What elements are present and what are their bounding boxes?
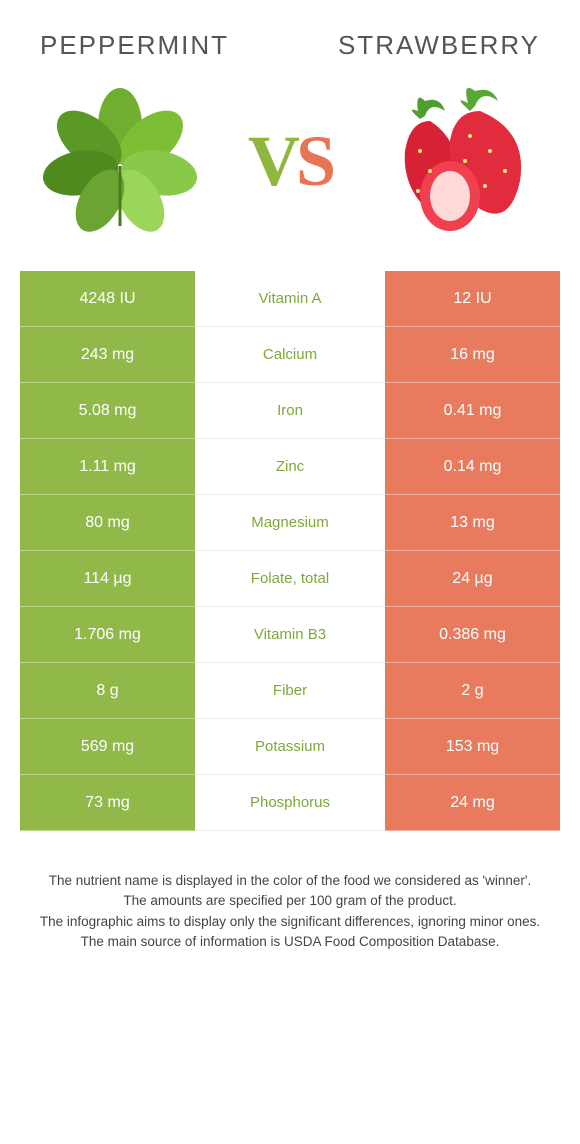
right-food-title: Strawberry	[338, 30, 540, 61]
right-value: 16 mg	[385, 327, 560, 383]
right-value: 0.41 mg	[385, 383, 560, 439]
title-row: Peppermint Strawberry	[20, 20, 560, 81]
footnotes: The nutrient name is displayed in the co…	[20, 831, 560, 972]
nutrient-label: Calcium	[195, 327, 385, 383]
table-row: 4248 IUVitamin A12 IU	[20, 271, 560, 327]
table-row: 80 mgMagnesium13 mg	[20, 495, 560, 551]
footnote-line: The infographic aims to display only the…	[30, 912, 550, 932]
right-value: 0.14 mg	[385, 439, 560, 495]
right-value: 153 mg	[385, 719, 560, 775]
nutrient-label: Phosphorus	[195, 775, 385, 831]
vs-v: V	[248, 121, 296, 201]
right-value: 12 IU	[385, 271, 560, 327]
nutrient-label: Vitamin A	[195, 271, 385, 327]
footnote-line: The main source of information is USDA F…	[30, 932, 550, 952]
left-value: 80 mg	[20, 495, 195, 551]
left-value: 5.08 mg	[20, 383, 195, 439]
table-row: 243 mgCalcium16 mg	[20, 327, 560, 383]
left-value: 114 µg	[20, 551, 195, 607]
table-row: 569 mgPotassium153 mg	[20, 719, 560, 775]
peppermint-image	[30, 81, 210, 241]
vs-label: VS	[248, 120, 332, 203]
nutrient-label: Iron	[195, 383, 385, 439]
footnote-line: The amounts are specified per 100 gram o…	[30, 891, 550, 911]
right-value: 24 mg	[385, 775, 560, 831]
left-value: 73 mg	[20, 775, 195, 831]
footnote-line: The nutrient name is displayed in the co…	[30, 871, 550, 891]
right-value: 13 mg	[385, 495, 560, 551]
nutrient-table: 4248 IUVitamin A12 IU243 mgCalcium16 mg5…	[20, 271, 560, 831]
nutrient-label: Folate, total	[195, 551, 385, 607]
left-food-title: Peppermint	[40, 30, 229, 61]
nutrient-label: Vitamin B3	[195, 607, 385, 663]
table-row: 114 µgFolate, total24 µg	[20, 551, 560, 607]
right-value: 2 g	[385, 663, 560, 719]
table-row: 73 mgPhosphorus24 mg	[20, 775, 560, 831]
nutrient-label: Potassium	[195, 719, 385, 775]
right-value: 0.386 mg	[385, 607, 560, 663]
left-value: 4248 IU	[20, 271, 195, 327]
nutrient-label: Magnesium	[195, 495, 385, 551]
table-row: 1.11 mgZinc0.14 mg	[20, 439, 560, 495]
left-value: 1.706 mg	[20, 607, 195, 663]
left-value: 8 g	[20, 663, 195, 719]
table-row: 1.706 mgVitamin B30.386 mg	[20, 607, 560, 663]
table-row: 8 gFiber2 g	[20, 663, 560, 719]
left-value: 243 mg	[20, 327, 195, 383]
left-value: 1.11 mg	[20, 439, 195, 495]
table-row: 5.08 mgIron0.41 mg	[20, 383, 560, 439]
strawberry-image	[370, 81, 550, 241]
right-value: 24 µg	[385, 551, 560, 607]
nutrient-label: Zinc	[195, 439, 385, 495]
hero-row: VS	[20, 81, 560, 271]
nutrient-label: Fiber	[195, 663, 385, 719]
left-value: 569 mg	[20, 719, 195, 775]
vs-s: S	[296, 121, 332, 201]
